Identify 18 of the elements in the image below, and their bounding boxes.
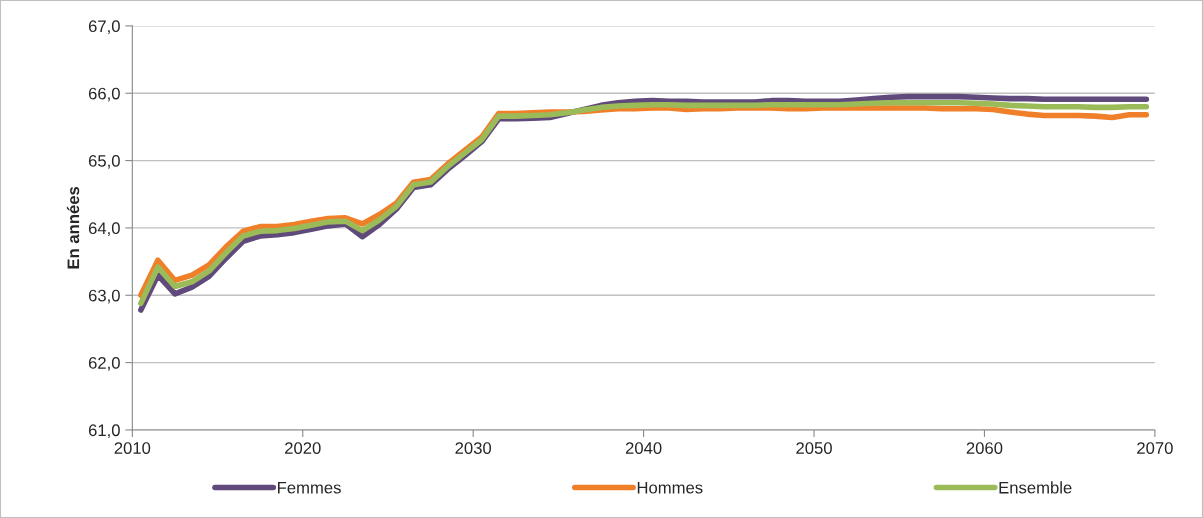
y-tick-label: 64,0 (88, 222, 120, 237)
x-tick-label: 2060 (966, 442, 1003, 454)
y-tick-label: 61,0 (88, 424, 120, 439)
legend-label: Femmes (278, 481, 341, 494)
x-tick-label: 2020 (285, 442, 321, 454)
x-tick-label: 2030 (455, 442, 492, 454)
x-tick-label: 2010 (114, 442, 151, 454)
y-axis-title: En années (66, 186, 80, 269)
y-tick-label: 66,0 (88, 87, 120, 102)
x-tick-label: 2040 (625, 442, 662, 454)
x-tick-label: 2050 (796, 442, 832, 454)
y-tick-label: 67,0 (88, 20, 120, 35)
legend-label: Ensemble (999, 481, 1072, 494)
y-tick-label: 65,0 (88, 154, 120, 169)
x-tick-label: 2070 (1137, 442, 1173, 454)
legend-label: Hommes (637, 481, 703, 494)
y-tick-label: 62,0 (88, 357, 120, 371)
y-tick-label: 63,0 (88, 289, 120, 304)
